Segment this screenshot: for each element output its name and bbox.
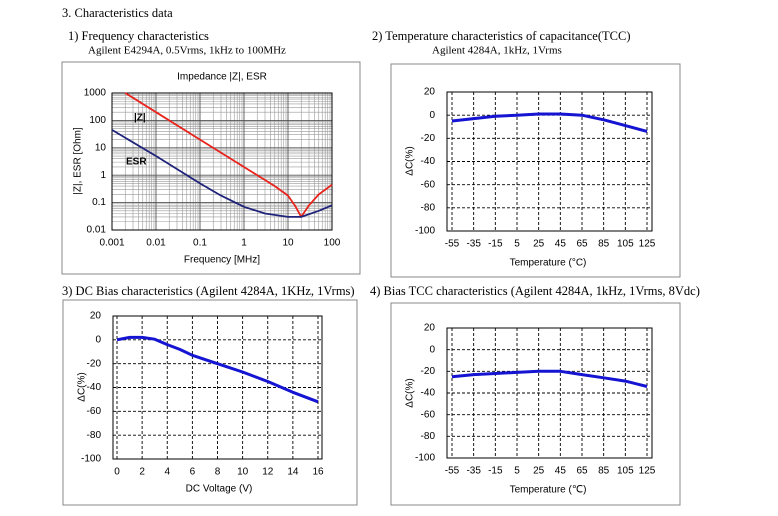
y-tick-label: -20 bbox=[87, 358, 102, 369]
x-tick-label: 10 bbox=[282, 238, 294, 249]
series-label: |Z| bbox=[134, 113, 146, 124]
data-line bbox=[116, 335, 319, 404]
y-tick-label: -60 bbox=[421, 179, 436, 190]
plot-border bbox=[111, 92, 333, 231]
x-tick-label: 105 bbox=[617, 466, 634, 477]
y-tick-label: -60 bbox=[421, 409, 436, 420]
y-tick-label: 0 bbox=[429, 344, 435, 355]
x-tick-label: -35 bbox=[466, 466, 481, 477]
x-tick-label: 5 bbox=[514, 466, 520, 477]
x-axis-label: Temperature (℃) bbox=[510, 485, 587, 496]
y-tick-label: -80 bbox=[421, 202, 436, 213]
plot-border bbox=[112, 315, 323, 460]
data-line bbox=[451, 112, 648, 133]
x-tick-label: -35 bbox=[466, 239, 481, 250]
y-axis-label: ΔC(%) bbox=[77, 372, 88, 401]
y-tick-label: -80 bbox=[87, 430, 102, 441]
y-tick-label: 10 bbox=[95, 142, 107, 153]
y-tick-label: -40 bbox=[87, 382, 102, 393]
x-tick-label: 65 bbox=[576, 466, 588, 477]
x-tick-label: 2 bbox=[139, 467, 145, 478]
series-label: ESR bbox=[126, 157, 147, 168]
x-tick-label: 125 bbox=[639, 239, 656, 250]
y-axis-label: |Z|, ESR [Ohm] bbox=[73, 127, 84, 195]
x-tick-label: 0.001 bbox=[99, 238, 124, 249]
x-tick-label: 10 bbox=[237, 467, 249, 478]
chart-title: 1) Frequency characteristics bbox=[68, 29, 209, 43]
y-tick-label: -100 bbox=[415, 226, 435, 237]
y-tick-label: -100 bbox=[81, 454, 101, 465]
y-tick-label: -80 bbox=[421, 431, 436, 442]
x-tick-label: 14 bbox=[287, 467, 299, 478]
y-tick-label: 0.1 bbox=[92, 197, 106, 208]
x-tick-label: 105 bbox=[617, 239, 634, 250]
y-tick-label: 20 bbox=[424, 87, 436, 98]
y-tick-label: 1000 bbox=[84, 88, 107, 99]
y-tick-label: 0 bbox=[95, 334, 101, 345]
x-tick-label: 45 bbox=[555, 466, 567, 477]
x-tick-label: 125 bbox=[639, 466, 656, 477]
y-tick-label: -20 bbox=[421, 366, 436, 377]
plot-title: Impedance |Z|, ESR bbox=[177, 72, 267, 83]
data-line bbox=[111, 129, 333, 218]
x-tick-label: 85 bbox=[598, 466, 610, 477]
y-tick-label: -20 bbox=[421, 133, 436, 144]
x-tick-label: -55 bbox=[445, 466, 460, 477]
y-tick-label: 0 bbox=[429, 110, 435, 121]
x-tick-label: 12 bbox=[262, 467, 274, 478]
x-tick-label: 25 bbox=[533, 239, 545, 250]
x-tick-label: 16 bbox=[312, 467, 324, 478]
chart-title: 4) Bias TCC characteristics (Agilent 428… bbox=[370, 284, 700, 298]
y-tick-label: -60 bbox=[87, 406, 102, 417]
y-tick-label: 0.01 bbox=[87, 225, 107, 236]
x-tick-label: 85 bbox=[598, 239, 610, 250]
y-tick-label: -40 bbox=[421, 156, 436, 167]
plot-border bbox=[446, 327, 653, 459]
y-tick-label: 100 bbox=[89, 115, 106, 126]
y-tick-label: 1 bbox=[100, 170, 106, 181]
x-tick-label: 0 bbox=[114, 467, 120, 478]
x-axis-label: Frequency [MHz] bbox=[184, 255, 260, 266]
y-axis-label: ΔC(%) bbox=[405, 378, 416, 407]
x-tick-label: -15 bbox=[488, 239, 503, 250]
chart-title: 2) Temperature characteristics of capaci… bbox=[372, 29, 630, 43]
y-tick-label: -100 bbox=[415, 453, 435, 464]
x-tick-label: 0.1 bbox=[193, 238, 207, 249]
x-tick-label: 0.01 bbox=[146, 238, 166, 249]
x-tick-label: 8 bbox=[215, 467, 221, 478]
x-axis-label: DC Voltage (V) bbox=[186, 484, 253, 495]
y-tick-label: -40 bbox=[421, 388, 436, 399]
x-tick-label: 1 bbox=[241, 238, 247, 249]
data-line bbox=[451, 369, 648, 388]
heading: 3. Characteristics data bbox=[62, 6, 173, 20]
y-tick-label: 20 bbox=[90, 311, 102, 322]
chart-subtitle: Agilent E4294A, 0.5Vrms, 1kHz to 100MHz bbox=[88, 45, 286, 57]
plot-border bbox=[446, 91, 653, 232]
x-tick-label: -15 bbox=[488, 466, 503, 477]
x-tick-label: 4 bbox=[164, 467, 170, 478]
x-tick-label: -55 bbox=[445, 239, 460, 250]
chart-title: 3) DC Bias characteristics (Agilent 4284… bbox=[62, 284, 355, 298]
y-axis-label: ΔC(%) bbox=[405, 146, 416, 175]
x-tick-label: 5 bbox=[514, 239, 520, 250]
x-tick-label: 6 bbox=[190, 467, 196, 478]
x-tick-label: 25 bbox=[533, 466, 545, 477]
data-line bbox=[124, 92, 333, 218]
x-axis-label: Temperature (°C) bbox=[510, 258, 587, 269]
y-tick-label: 20 bbox=[424, 323, 436, 334]
x-tick-label: 45 bbox=[555, 239, 567, 250]
chart-subtitle: Agilent 4284A, 1kHz, 1Vrms bbox=[432, 45, 562, 57]
x-tick-label: 100 bbox=[324, 238, 341, 249]
x-tick-label: 65 bbox=[576, 239, 588, 250]
